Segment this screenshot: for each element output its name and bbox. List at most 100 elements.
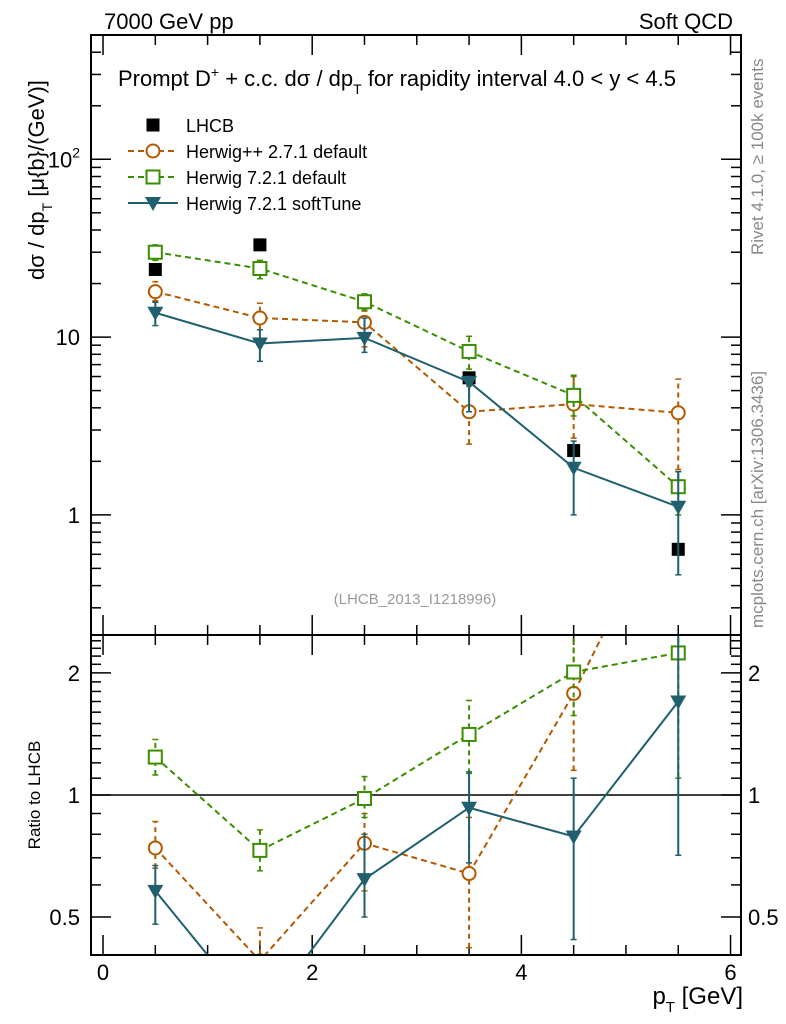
- series-line: [154, 635, 604, 955]
- x-tick-label: 4: [515, 960, 527, 985]
- data-point: [356, 331, 373, 346]
- legend-item: Herwig 7.2.1 softTune: [128, 194, 361, 214]
- main-series-herwig-7-2-1-default: [147, 244, 686, 516]
- ratio-series-herwig-7-2-1-softtune: [147, 635, 687, 1024]
- data-point: [147, 840, 163, 856]
- ratio-series-herwig-2-7-1-default: [147, 635, 604, 955]
- data-point: [670, 500, 687, 515]
- ratio-y-tick-label-right: 2: [748, 661, 760, 686]
- legend-item: Herwig++ 2.7.1 default: [128, 142, 367, 162]
- data-point: [461, 726, 477, 742]
- data-point: [461, 866, 477, 882]
- series-line: [155, 251, 679, 488]
- xlabel-sub: T: [666, 999, 675, 1016]
- title-suffix: for rapidity interval 4.0 < y < 4.5: [362, 66, 676, 91]
- title-sup: +: [211, 64, 219, 80]
- x-tick-label: 2: [306, 960, 318, 985]
- legend-label: Herwig 7.2.1 default: [186, 168, 346, 188]
- series-line: [154, 651, 679, 852]
- data-point: [252, 261, 268, 277]
- data-point: [461, 375, 478, 390]
- legend-item: LHCB: [146, 116, 234, 136]
- data-point: [147, 284, 163, 300]
- ratio-clip-group: [147, 635, 687, 1024]
- header-process-label: Soft QCD: [639, 9, 733, 34]
- ratio-y-tick-label-left: 2: [68, 661, 80, 686]
- ratio-series-group: [147, 635, 687, 1024]
- data-point: [670, 695, 687, 710]
- data-point: [566, 664, 582, 680]
- ratio-y-tick-label-left: 0.5: [49, 905, 80, 930]
- data-point: [147, 244, 163, 260]
- x-tick-label: 6: [724, 960, 736, 985]
- legend-label: Herwig++ 2.7.1 default: [186, 142, 367, 162]
- main-y-tick-label: 102: [48, 144, 80, 172]
- main-y-axis-label: dσ / dpT [μ{b}/(GeV)]: [24, 80, 55, 280]
- data-point: [253, 238, 267, 252]
- data-point: [251, 337, 268, 352]
- x-axis-label: pT [GeV]: [652, 983, 743, 1016]
- plot-title: Prompt D+ + c.c. dσ / dpT for rapidity i…: [118, 64, 676, 97]
- ratio-y-tick-label-right: 1: [748, 783, 760, 808]
- legend: LHCB Herwig++ 2.7.1 default Herwig 7.2.1 d…: [128, 116, 367, 214]
- data-point: [255, 953, 265, 955]
- ratio-plot-panel: 0.5 0.5 1 1 2 2 0 2 4 6 Ratio to LHCB pT [GeV]: [25, 634, 779, 1024]
- legend-marker: [145, 169, 161, 185]
- series-line: [155, 311, 679, 508]
- ylabel-sub: T: [39, 202, 55, 211]
- data-point: [461, 801, 478, 816]
- legend-marker: [145, 143, 161, 159]
- legend-label: Herwig 7.2.1 softTune: [186, 194, 361, 214]
- data-point: [356, 873, 373, 888]
- main-clip-group: [147, 238, 687, 576]
- analysis-id-watermark: (LHCB_2013_I1218996): [334, 591, 497, 608]
- main-series-group: [147, 238, 687, 576]
- ratio-plot-frame: [90, 634, 742, 956]
- rivet-version-label: Rivet 4.1.0, ≥ 100k events: [748, 59, 767, 255]
- series-line: [155, 290, 679, 414]
- x-tick-label: 0: [97, 960, 109, 985]
- source-label: mcplots.cern.ch [arXiv:1306.3436]: [748, 371, 767, 628]
- legend-item: Herwig 7.2.1 default: [128, 168, 346, 188]
- data-point: [147, 884, 164, 899]
- data-point: [252, 1013, 268, 1024]
- data-point: [565, 830, 582, 845]
- data-point: [148, 262, 162, 276]
- main-series-herwig-7-2-1-softtune: [147, 301, 687, 576]
- ratio-y-tick-labels: 0.5 0.5 1 1 2 2: [49, 661, 778, 930]
- ylabel-prefix: dσ / dp: [24, 211, 49, 280]
- xlabel-prefix: p: [652, 983, 665, 1010]
- data-point: [565, 461, 582, 476]
- legend-marker: [145, 197, 161, 211]
- data-point: [356, 791, 372, 807]
- data-point: [670, 405, 686, 421]
- title-prefix: Prompt D: [118, 66, 211, 91]
- main-y-tick-label: 10: [56, 325, 80, 350]
- ratio-axis-ticks: [91, 635, 741, 955]
- ratio-y-axis-label: Ratio to LHCB: [25, 741, 44, 850]
- x-tick-labels: 0 2 4 6: [97, 960, 737, 985]
- legend-label: LHCB: [186, 116, 234, 136]
- ratio-series-herwig-7-2-1-default: [147, 635, 686, 872]
- data-point: [252, 310, 268, 326]
- data-point: [356, 294, 372, 310]
- title-middle: + c.c. dσ / dp: [219, 66, 353, 91]
- data-point: [147, 306, 164, 321]
- main-series-herwig-2-7-1-default: [147, 280, 686, 471]
- xlabel-suffix: [GeV]: [675, 983, 743, 1010]
- main-y-tick-labels: 1 10 102: [48, 144, 80, 528]
- data-point: [461, 343, 477, 359]
- title-sub: T: [353, 81, 362, 97]
- ratio-y-tick-label-left: 1: [68, 783, 80, 808]
- data-point: [566, 387, 582, 403]
- series-line: [154, 700, 680, 955]
- main-series-lhcb: [148, 238, 685, 556]
- main-axis-ticks: [91, 34, 741, 635]
- header-energy-label: 7000 GeV pp: [104, 9, 234, 34]
- ratio-y-tick-label-right: 0.5: [748, 905, 779, 930]
- legend-marker: [146, 118, 160, 132]
- data-point: [147, 749, 163, 765]
- data-point: [252, 842, 268, 858]
